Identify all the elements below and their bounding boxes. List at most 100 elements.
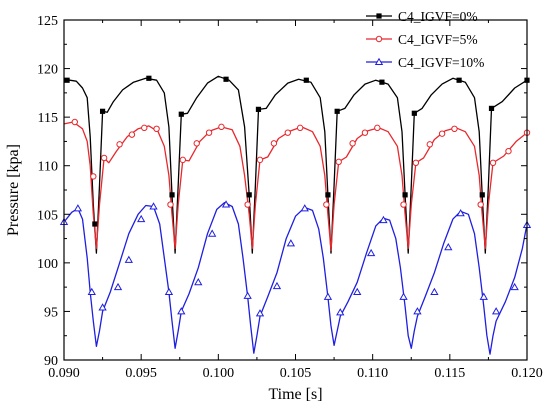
series-2-marker-25 [430,287,439,295]
y-tick-label-7: 125 [37,14,58,29]
series-0-marker-14 [411,110,417,116]
y-tick-label-1: 95 [44,305,58,320]
series-1-marker-7 [167,201,174,208]
series-0-marker-16 [479,192,485,198]
x-tick-label-5: 0.115 [434,366,465,381]
y-tick-label-0: 90 [44,354,58,369]
legend-label-0: C4_IGVF=0% [398,9,478,24]
y-tick-label-6: 120 [37,63,58,78]
series-0-marker-13 [402,192,408,198]
x-tick-label-1: 0.095 [125,366,157,381]
series-0-marker-1 [92,221,98,227]
series-2-marker-11 [207,229,217,237]
series-0-marker-7 [246,192,252,198]
series-0-marker-3 [146,75,152,81]
series-1-marker-18 [335,158,342,166]
series-1-marker-25 [438,130,446,137]
series-0-marker-17 [488,105,495,111]
y-tick-label-5: 115 [38,111,58,126]
series-1-marker-2 [100,154,108,162]
y-tick-label-4: 110 [38,160,58,175]
x-tick-label-2: 0.100 [203,366,235,381]
y-axis-title: Pressure [kpa] [5,144,22,236]
legend-label-2: C4_IGVF=10% [398,55,484,70]
series-2-marker-27 [456,209,465,217]
series-0-marker-10 [325,192,331,198]
series-1-marker-6 [153,125,160,133]
series-0-marker-15 [456,77,462,83]
series-0-marker-6 [223,76,229,82]
series-1-marker-16 [296,124,304,132]
x-tick-label-6: 0.120 [511,366,543,381]
series-2-marker-13 [243,291,252,299]
x-axis-title: Time [s] [268,386,322,403]
series-0-marker-2 [99,108,106,114]
series-2-marker-28 [479,292,488,300]
series-2-marker-1 [73,204,83,212]
series-1-marker-24 [426,141,433,148]
series-2-marker-3 [98,303,107,311]
legend-marker-0 [376,13,382,19]
series-2-marker-5 [124,255,133,263]
series-0-marker-12 [379,79,385,85]
legend-item-1: C4_IGVF=5% [366,32,478,47]
series-line-0 [63,75,528,254]
series-2-marker-17 [300,204,309,212]
series-line-2 [63,201,528,355]
plot-frame [63,19,528,361]
x-tick-label-4: 0.110 [357,366,388,381]
series-2-marker-30 [510,282,519,291]
series-2-marker-4 [113,282,123,291]
legend: C4_IGVF=0% C4_IGVF=5% C4_IGVF=10% [366,9,484,70]
series-1-marker-12 [244,201,251,208]
legend-marker-1 [375,35,383,43]
legend-marker-2 [374,57,384,65]
series-1-marker-13 [256,156,264,164]
series-2-marker-14 [255,309,265,317]
legend-item-2: C4_IGVF=10% [366,55,484,70]
series-1-marker-10 [205,129,213,136]
series-2-marker-23 [399,292,408,300]
series-1-marker-22 [400,201,407,208]
series-1-marker-5 [141,124,148,132]
y-tick-label-2: 100 [37,257,58,272]
series-0-marker-5 [178,111,184,117]
legend-item-0: C4_IGVF=0% [366,9,478,24]
series-1-marker-21 [374,124,381,132]
series-1-marker-11 [218,123,225,131]
series-1-marker-15 [284,129,291,136]
series-2-marker-20 [353,287,362,295]
x-tick-label-0: 0.090 [48,366,80,381]
series-1-marker-28 [489,159,497,167]
series-0-marker-11 [334,108,340,114]
series-2-marker-21 [366,248,376,257]
series-2-marker-6 [137,214,146,223]
series-2-marker-26 [444,243,453,251]
series-2-marker-2 [87,287,96,295]
series-1-marker-1 [90,173,97,180]
series-1-marker-8 [179,156,187,164]
series-1-marker-26 [451,125,458,133]
series-line-1 [63,121,528,251]
series-1-marker-19 [349,140,356,147]
series-0-marker-8 [255,106,262,112]
series-2-marker-19 [336,308,345,316]
series-2-marker-12 [221,200,231,208]
series-2-marker-8 [164,287,174,295]
series-2-marker-22 [379,215,388,224]
series-0-marker-9 [303,77,309,83]
plot-area [59,19,532,361]
y-tick-label-3: 105 [37,208,58,223]
series-2-marker-29 [491,307,501,315]
series-1-marker-14 [270,140,278,147]
legend-label-1: C4_IGVF=5% [398,32,478,47]
series-1-marker-23 [412,159,420,167]
series-1-marker-3 [116,141,123,148]
y-axis-title-group: Pressure [kpa] [5,144,22,236]
series-1-marker-29 [505,147,512,155]
series-1-marker-17 [323,201,330,208]
x-tick-label-3: 0.105 [280,366,312,381]
series-1-marker-20 [361,129,369,136]
series-2-marker-16 [286,239,296,247]
